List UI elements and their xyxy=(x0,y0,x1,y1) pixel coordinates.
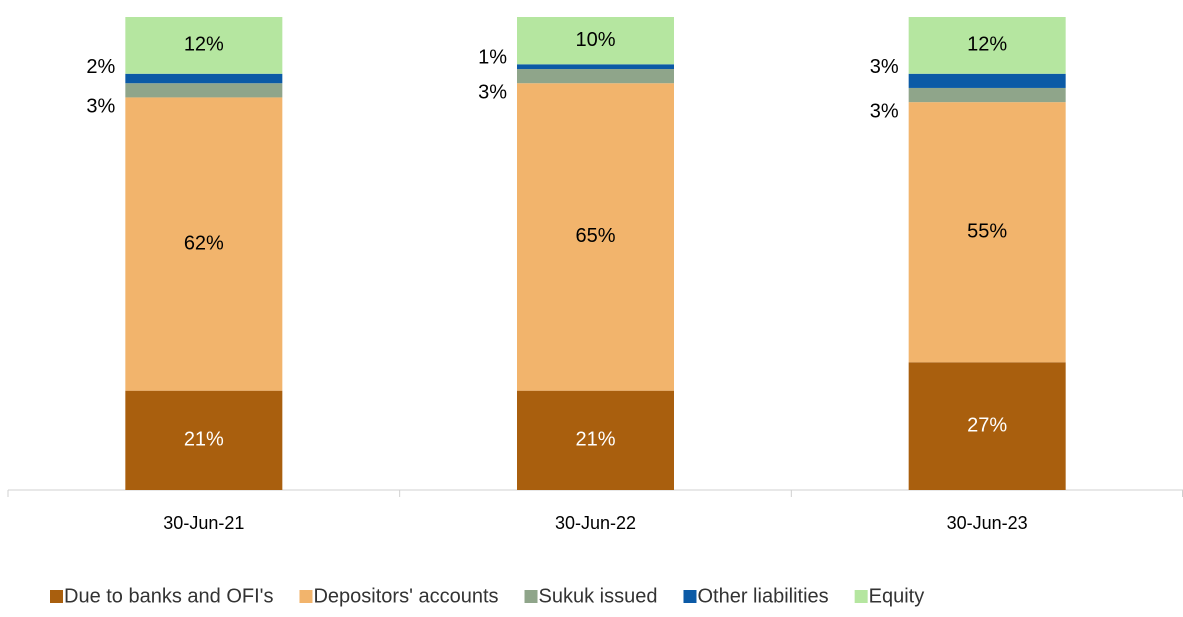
bar-segment xyxy=(517,69,674,84)
legend-label: Depositors' accounts xyxy=(313,585,498,607)
bar-segment xyxy=(908,87,1066,103)
data-label: 12% xyxy=(967,34,1007,56)
bar-segment xyxy=(908,73,1066,88)
data-label: 62% xyxy=(184,232,224,254)
bar-segment xyxy=(517,390,674,490)
data-label: 55% xyxy=(967,220,1007,242)
data-label: 1% xyxy=(478,47,507,69)
data-label: 27% xyxy=(967,414,1007,436)
legend-swatch xyxy=(524,590,538,603)
legend-label: Due to banks and OFI's xyxy=(64,585,273,607)
data-label: 2% xyxy=(86,56,115,78)
x-tick-label: 30-Jun-21 xyxy=(163,513,244,533)
bar-segment xyxy=(908,17,1066,74)
legend-swatch xyxy=(299,590,313,603)
data-label: 65% xyxy=(575,225,615,247)
legend-swatch xyxy=(854,590,868,603)
legend-label: Other liabilities xyxy=(697,585,828,607)
bar-segment xyxy=(125,17,283,74)
data-label: 21% xyxy=(184,429,224,451)
data-label: 3% xyxy=(478,82,507,104)
bar-segment xyxy=(125,73,283,84)
x-tick-label: 30-Jun-23 xyxy=(947,513,1028,533)
x-tick-label: 30-Jun-22 xyxy=(555,513,636,533)
data-label: 3% xyxy=(870,100,899,122)
data-label: 12% xyxy=(184,34,224,56)
bar-segment xyxy=(908,102,1066,363)
data-label: 10% xyxy=(575,29,615,51)
bar-segment xyxy=(125,97,283,391)
bar-segment xyxy=(517,64,674,70)
legend-label: Equity xyxy=(869,585,925,607)
data-label: 3% xyxy=(86,96,115,118)
bar-segment xyxy=(125,83,283,98)
data-label: 21% xyxy=(575,429,615,451)
bar-segment xyxy=(517,83,674,391)
bar-segment xyxy=(517,17,674,65)
data-label: 3% xyxy=(870,56,899,78)
bar-segment xyxy=(125,390,283,490)
legend-swatch xyxy=(50,590,63,603)
legend-label: Sukuk issued xyxy=(539,585,658,607)
bar-segment xyxy=(908,362,1066,490)
legend-swatch xyxy=(683,590,697,603)
